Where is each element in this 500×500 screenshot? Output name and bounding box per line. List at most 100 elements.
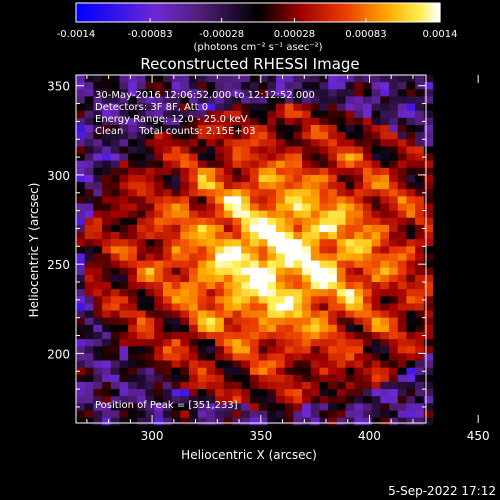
heatmap-cell [93,367,103,376]
heatmap-cell [241,317,251,326]
heatmap-cell [189,360,199,369]
heatmap-cell [232,324,242,333]
heatmap-cell [397,360,407,369]
heatmap-cell [249,174,260,183]
heatmap-cell [284,296,294,304]
heatmap-cell [223,346,234,354]
heatmap-cell [84,403,94,412]
heatmap-cell [145,246,155,254]
heatmap-cell [362,403,373,412]
heatmap-cell [328,260,338,269]
heatmap-cell [258,324,268,333]
heatmap-cell [93,196,103,204]
heatmap-cell [232,239,242,247]
y-axis-label: Heliocentric Y (arcsec) [27,183,41,318]
heatmap-cell [232,303,242,312]
heatmap-cell [145,339,155,347]
heatmap-cell [197,289,207,297]
heatmap-cell [415,139,425,147]
heatmap-cell [145,146,155,155]
heatmap-cell [302,217,312,226]
heatmap-cell [362,246,373,254]
colorbar-cell [248,3,253,22]
heatmap-cell [171,267,181,276]
heatmap-cell [206,396,216,404]
heatmap-cell [223,96,234,105]
heatmap-cell [102,253,112,262]
heatmap-cell [406,360,416,369]
heatmap-cell [197,217,207,226]
heatmap-cell [415,282,425,290]
heatmap-cell [336,132,347,140]
heatmap-cell [328,117,338,126]
heatmap-cell [362,189,373,197]
heatmap-cell [84,117,94,126]
heatmap-cell [345,232,355,240]
heatmap-cell [162,396,173,404]
heatmap-cell [371,346,381,354]
heatmap-cell [293,289,303,297]
heatmap-cell [302,360,312,369]
heatmap-cell [415,396,425,404]
heatmap-cell [162,324,173,333]
heatmap-cell [302,353,312,362]
heatmap-cell [171,253,181,262]
heatmap-cell [267,396,277,404]
heatmap-cell [423,403,434,412]
heatmap-cell [397,203,407,212]
heatmap-cell [241,174,251,183]
heatmap-cell [284,403,294,412]
heatmap-cell [249,346,260,354]
heatmap-cell [319,282,329,290]
heatmap-cell [128,331,138,340]
heatmap-cell [145,182,155,190]
heatmap-cell [241,282,251,290]
heatmap-cell [380,224,390,233]
heatmap-cell [389,217,399,226]
heatmap-cell [84,182,94,190]
heatmap-cell [380,396,390,404]
heatmap-cell [215,317,225,326]
heatmap-cell [241,153,251,162]
heatmap-cell [423,267,434,276]
heatmap-cell [284,89,294,97]
heatmap-cell [136,203,147,212]
heatmap-cell [154,253,164,262]
heatmap-cell [319,260,329,269]
heatmap-cell [371,324,381,333]
heatmap-cell [189,346,199,354]
heatmap-cell [276,417,286,426]
heatmap-cell [397,253,407,262]
heatmap-cell [136,289,147,297]
heatmap-cell [302,267,312,276]
heatmap-cell [171,96,181,105]
heatmap-cell [180,210,190,219]
heatmap-cell [328,374,338,383]
heatmap-cell [276,331,286,340]
heatmap-cell [154,410,164,419]
heatmap-cell [189,103,199,112]
heatmap-cell [223,396,234,404]
heatmap-cell [415,182,425,190]
heatmap-cell [154,317,164,326]
heatmap-cell [119,339,129,347]
heatmap-cell [241,117,251,126]
heatmap-cell [389,303,399,312]
heatmap-cell [249,153,260,162]
heatmap-cell [397,303,407,312]
heatmap-cell [232,196,242,204]
heatmap-cell [258,303,268,312]
heatmap-cell [336,403,347,412]
heatmap-cell [162,360,173,369]
heatmap-cell [267,410,277,419]
heatmap-cell [389,324,399,333]
heatmap-cell [93,103,103,112]
colorbar-cell [367,3,371,22]
heatmap-cell [406,167,416,176]
heatmap-cell [345,139,355,147]
heatmap-cell [232,353,242,362]
heatmap-cell [84,110,94,119]
heatmap-cell [102,317,112,326]
colorbar-cell [176,3,180,22]
heatmap-cell [328,210,338,219]
